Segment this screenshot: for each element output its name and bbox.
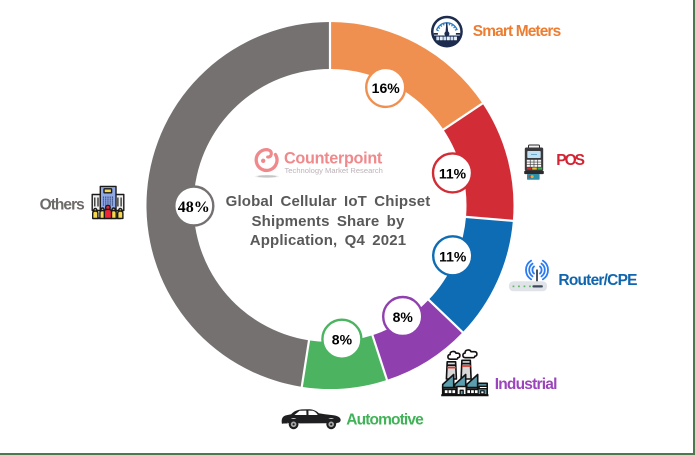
svg-text:11%: 11%	[439, 165, 467, 181]
svg-text:Industrial: Industrial	[495, 376, 558, 393]
svg-text:Others: Others	[40, 196, 85, 213]
svg-text:48%: 48%	[178, 199, 210, 216]
svg-text:Router/CPE: Router/CPE	[558, 272, 637, 289]
svg-text:POS: POS	[556, 152, 585, 169]
svg-text:Technology Market Research: Technology Market Research	[285, 166, 383, 175]
svg-text:16%: 16%	[372, 80, 401, 96]
svg-text:Counterpoint: Counterpoint	[284, 150, 383, 168]
svg-text:8%: 8%	[332, 332, 353, 348]
svg-text:Automotive: Automotive	[346, 411, 424, 428]
svg-text:11%: 11%	[439, 248, 467, 264]
svg-text:8%: 8%	[393, 309, 414, 325]
svg-text:Smart Meters: Smart Meters	[473, 23, 561, 40]
